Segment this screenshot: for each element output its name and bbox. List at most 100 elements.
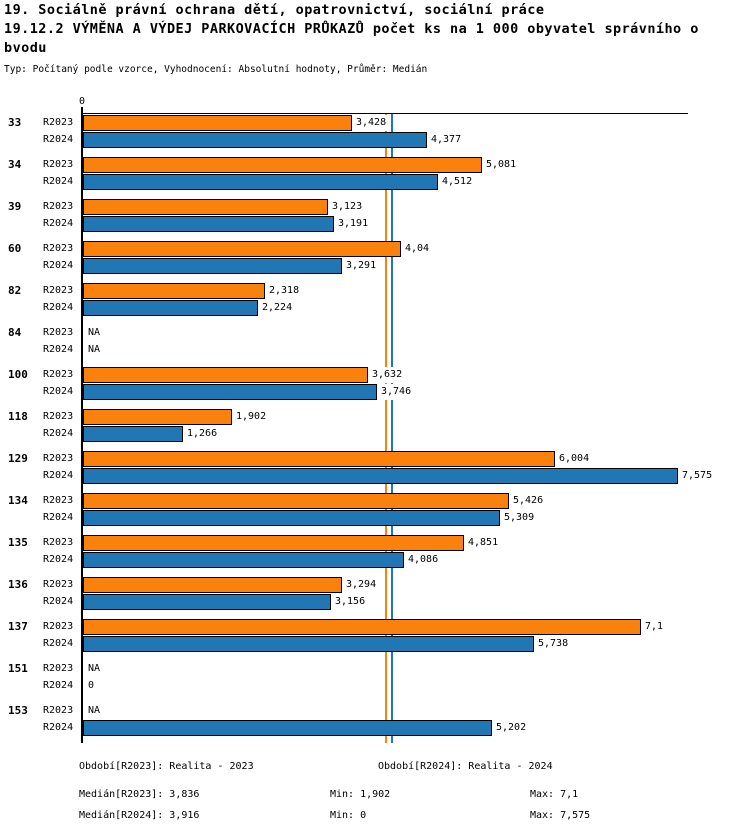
series-label-r2023: R2023 [43,201,74,212]
value-label: 5,309 [502,510,537,526]
series-label-r2023: R2023 [43,495,74,506]
category-label: 84 [8,326,22,339]
bar-r2024 [83,468,678,484]
series-label-r2024: R2024 [43,302,74,313]
series-label-r2024: R2024 [43,260,74,271]
value-label: NA [86,342,103,358]
value-label: 4,04 [403,241,432,257]
value-label: 2,318 [267,283,302,299]
series-label-r2024: R2024 [43,470,74,481]
bar-r2023 [83,493,509,509]
series-label-r2023: R2023 [43,159,74,170]
bar-r2023 [83,619,641,635]
bar-r2024 [83,258,342,274]
stat-median-r2024: Medián[R2024]: 3,916 [79,810,200,821]
series-label-r2024: R2024 [43,428,74,439]
value-label: 4,512 [440,174,475,190]
value-label: 3,746 [379,384,414,400]
bar-r2024 [83,384,377,400]
median-line-r2023 [385,114,387,743]
category-label: 118 [8,410,28,423]
value-label: 5,738 [536,636,571,652]
series-label-r2023: R2023 [43,411,74,422]
value-label: 3,156 [333,594,368,610]
category-label: 136 [8,578,28,591]
category-label: 153 [8,704,28,717]
bar-r2024 [83,132,427,148]
series-label-r2024: R2024 [43,134,74,145]
x-axis-top-line [82,113,688,114]
series-label-r2024: R2024 [43,218,74,229]
series-label-r2024: R2024 [43,344,74,355]
category-label: 100 [8,368,28,381]
value-label: 6,004 [557,451,592,467]
category-label: 129 [8,452,28,465]
bar-r2023 [83,115,352,131]
value-label: NA [86,661,103,677]
category-label: 137 [8,620,28,633]
bar-r2024 [83,552,404,568]
value-label: 7,575 [680,468,715,484]
value-label: 7,1 [643,619,666,635]
value-label: 3,294 [344,577,379,593]
series-label-r2023: R2023 [43,579,74,590]
stat-max-r2024: Max: 7,575 [530,810,591,821]
value-label: 1,266 [185,426,220,442]
value-label: 3,291 [344,258,379,274]
series-label-r2023: R2023 [43,369,74,380]
series-label-r2023: R2023 [43,453,74,464]
series-label-r2024: R2024 [43,512,74,523]
bar-r2023 [83,535,464,551]
stat-min-r2024: Min: 0 [330,810,367,821]
value-label: 5,081 [484,157,519,173]
category-label: 134 [8,494,28,507]
bar-r2023 [83,577,342,593]
bar-r2024 [83,594,331,610]
category-label: 33 [8,116,22,129]
bar-r2024 [83,426,183,442]
series-label-r2024: R2024 [43,554,74,565]
category-label: 151 [8,662,28,675]
value-label: 0 [86,678,97,694]
bar-r2024 [83,216,334,232]
value-label: 3,123 [330,199,365,215]
value-label: 4,851 [466,535,501,551]
stat-min-r2023: Min: 1,902 [330,789,391,800]
value-label: 4,377 [429,132,464,148]
category-label: 82 [8,284,22,297]
series-label-r2024: R2024 [43,680,74,691]
bar-r2023 [83,451,555,467]
series-label-r2023: R2023 [43,243,74,254]
y-axis-line [81,107,83,743]
series-label-r2023: R2023 [43,621,74,632]
series-label-r2023: R2023 [43,705,74,716]
value-label: 3,632 [370,367,405,383]
report-title-line3: bvodu [4,40,47,56]
bar-r2023 [83,283,265,299]
series-label-r2023: R2023 [43,285,74,296]
series-label-r2024: R2024 [43,386,74,397]
value-label: 5,426 [511,493,546,509]
category-label: 39 [8,200,22,213]
value-label: 2,224 [260,300,295,316]
x-axis-zero-tick-label: 0 [78,96,86,107]
bar-r2023 [83,157,482,173]
bar-r2023 [83,199,328,215]
bar-r2024 [83,174,438,190]
value-label: NA [86,703,103,719]
median-line-r2024 [391,114,393,743]
series-label-r2024: R2024 [43,722,74,733]
report-subtitle: Typ: Počítaný podle vzorce, Vyhodnocení:… [4,64,428,75]
value-label: 4,086 [406,552,441,568]
report-title-line2: 19.12.2 VÝMĚNA A VÝDEJ PARKOVACÍCH PRŮKA… [4,21,699,37]
bar-r2023 [83,241,401,257]
series-label-r2024: R2024 [43,176,74,187]
value-label: 1,902 [234,409,269,425]
bar-r2023 [83,367,368,383]
series-label-r2023: R2023 [43,537,74,548]
legend-r2024: Období[R2024]: Realita - 2024 [378,761,553,772]
series-label-r2023: R2023 [43,117,74,128]
series-label-r2024: R2024 [43,638,74,649]
series-label-r2023: R2023 [43,663,74,674]
